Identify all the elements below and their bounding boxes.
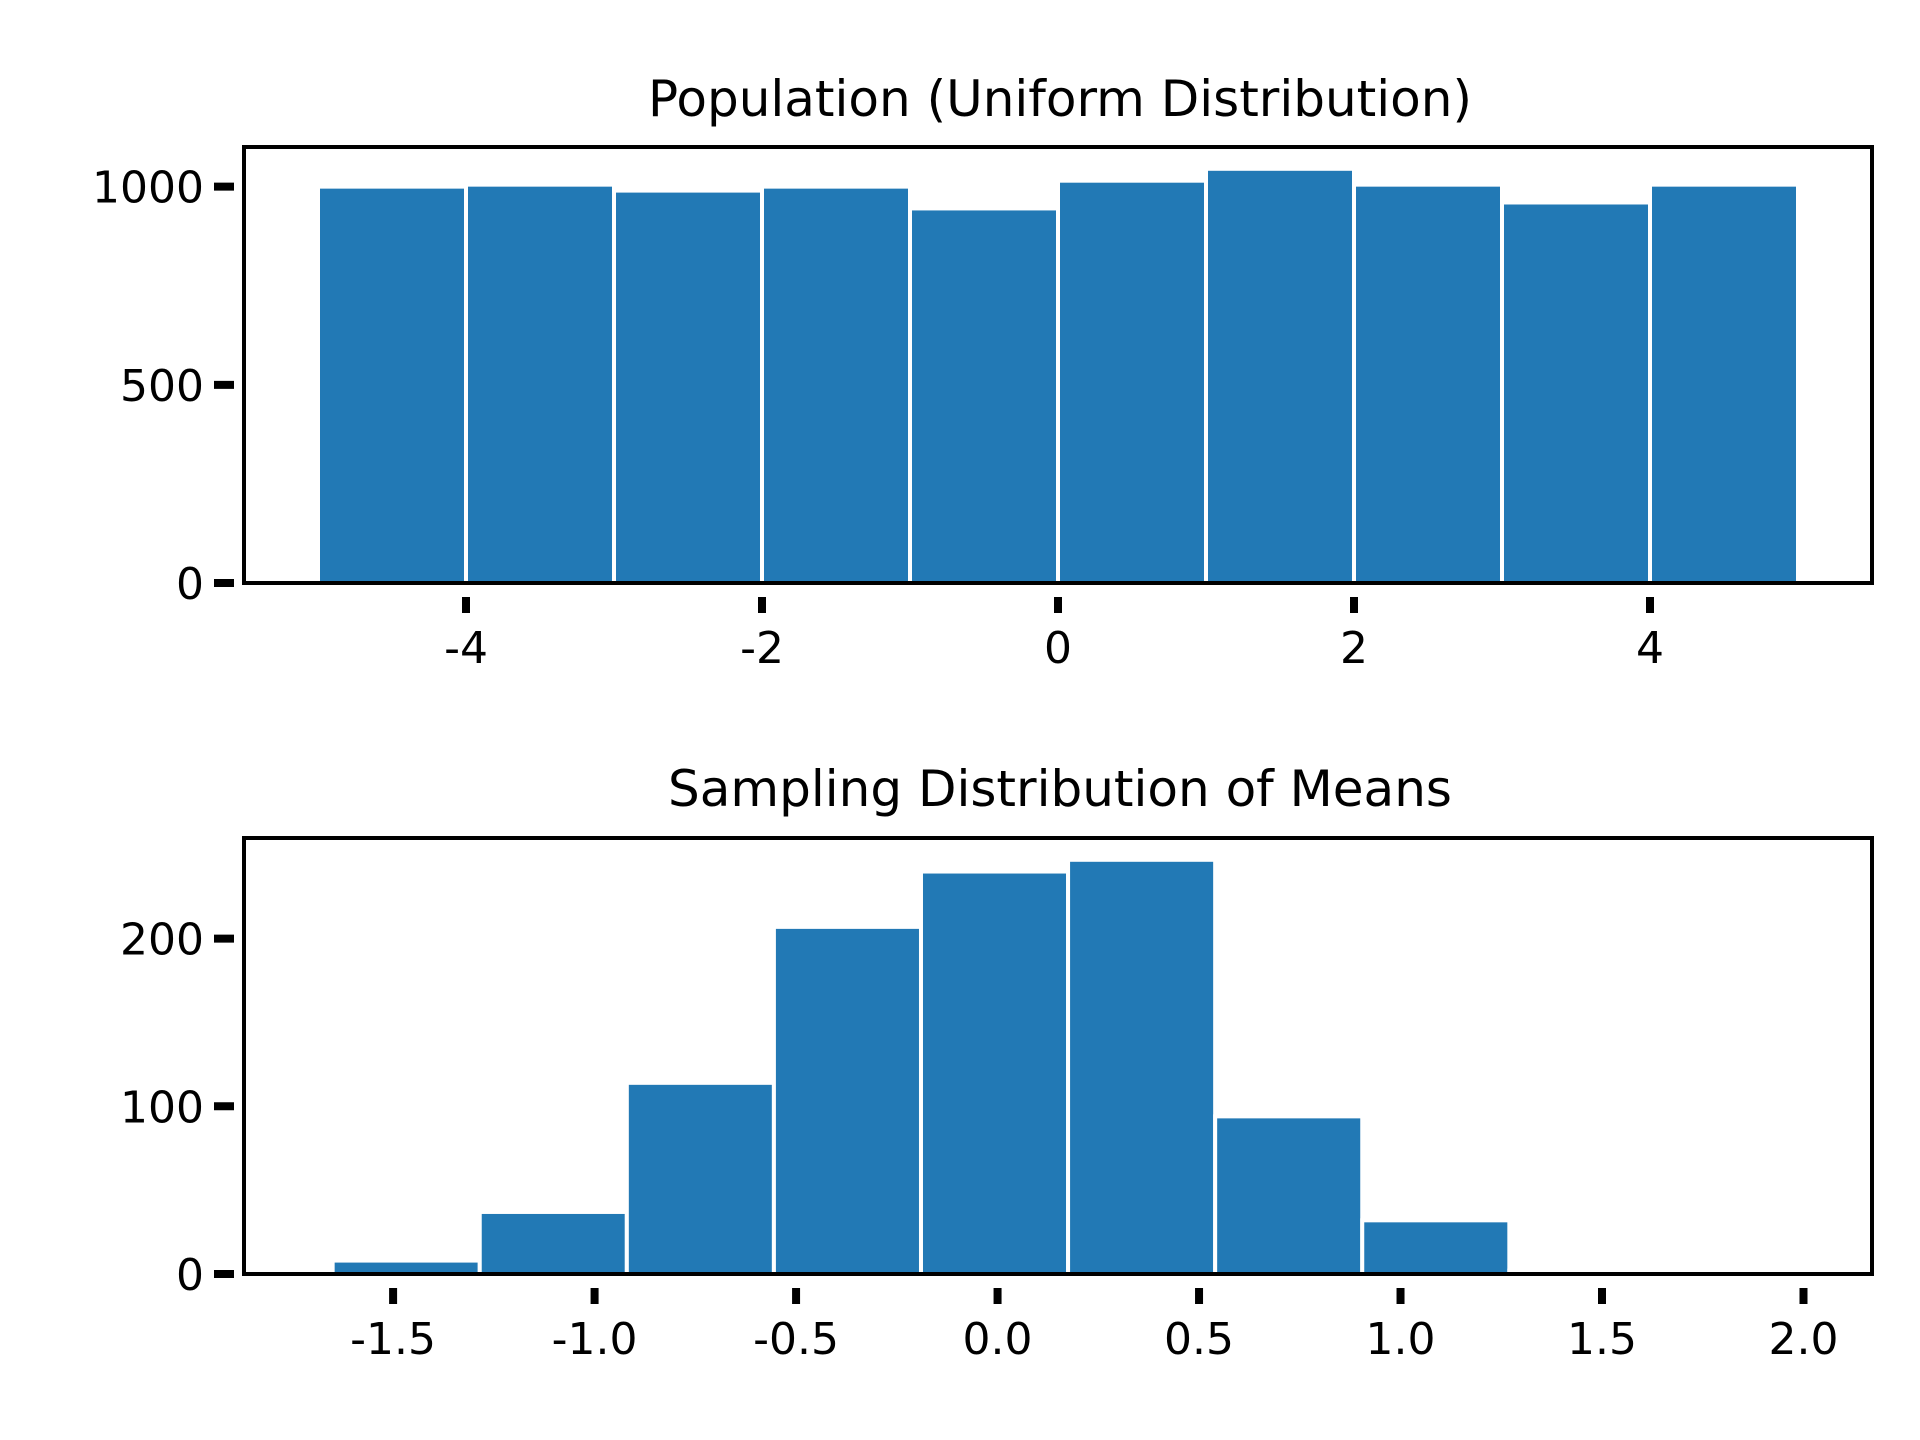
population-y-ticks: 0 500 1000 — [92, 163, 234, 610]
population-bar-6 — [1204, 166, 1356, 586]
sampling-histogram-panel: Sampling Distribution of Means -1.5 -1.0-… — [120, 760, 1874, 1365]
population-y-tick-label-1: 500 — [120, 361, 204, 412]
sampling-x-tick-label-3: 0.0 — [963, 1314, 1033, 1365]
sampling-x-tick-label-4: 0.5 — [1164, 1314, 1234, 1365]
population-chart-title: Population (Uniform Distribution) — [648, 70, 1472, 128]
sampling-x-tick-label-6: 1.5 — [1567, 1314, 1637, 1365]
sampling-chart-title: Sampling Distribution of Means — [668, 760, 1452, 818]
population-bar-5 — [1056, 178, 1208, 585]
population-x-tick-label-3: 2 — [1340, 623, 1368, 674]
sampling-bar-1 — [477, 1209, 629, 1277]
sampling-y-tick-label-2: 200 — [120, 915, 204, 966]
population-bar-1 — [464, 182, 616, 585]
population-bar-4 — [908, 206, 1060, 585]
population-bars — [316, 166, 1800, 586]
sampling-y-tick-label-0: 0 — [176, 1250, 204, 1301]
sampling-y-tick-label-1: 100 — [120, 1082, 204, 1133]
sampling-x-tick-label-1: -1.0 — [552, 1314, 638, 1365]
sampling-x-tick-label-0: -1.5 — [350, 1314, 436, 1365]
sampling-axes-frame — [242, 836, 1874, 1276]
population-x-tick-label-1: -2 — [740, 623, 784, 674]
population-y-tick-label-0: 0 — [176, 559, 204, 610]
sampling-x-tick-label-5: 1.0 — [1366, 1314, 1436, 1365]
sampling-bar-2 — [624, 1080, 776, 1277]
sampling-x-tick-label-7: 2.0 — [1769, 1314, 1839, 1365]
population-x-tick-label-4: 4 — [1636, 623, 1664, 674]
population-bar-0 — [316, 184, 468, 586]
population-x-tick-label-0: -4 — [444, 623, 488, 674]
sampling-bar-3 — [771, 924, 923, 1277]
sampling-bar-4 — [918, 869, 1071, 1276]
population-histogram-panel: Population (Uniform Distribution) -4 -2 0 2… — [92, 70, 1874, 674]
population-bar-8 — [1500, 200, 1652, 585]
sampling-bar-5 — [1066, 857, 1218, 1276]
sampling-x-tick-label-2: -0.5 — [753, 1314, 839, 1365]
population-bar-3 — [760, 184, 912, 586]
population-x-ticks: -4 -2 0 2 4 — [444, 597, 1664, 674]
population-axes-frame — [242, 145, 1874, 585]
population-y-tick-label-2: 1000 — [92, 163, 204, 214]
sampling-y-ticks: 0 100 200 — [120, 915, 234, 1301]
sampling-bar-7 — [1360, 1218, 1512, 1277]
population-x-tick-label-2: 0 — [1044, 623, 1072, 674]
population-bar-9 — [1648, 182, 1800, 585]
sampling-bars — [330, 857, 1659, 1277]
sampling-x-ticks: -1.5 -1.0 -0.5 0.0 0.5 1.0 1.5 2.0 — [350, 1288, 1838, 1365]
population-bar-2 — [612, 188, 764, 585]
population-bar-7 — [1352, 182, 1504, 585]
sampling-bar-0 — [330, 1258, 482, 1276]
sampling-bar-6 — [1213, 1114, 1365, 1277]
